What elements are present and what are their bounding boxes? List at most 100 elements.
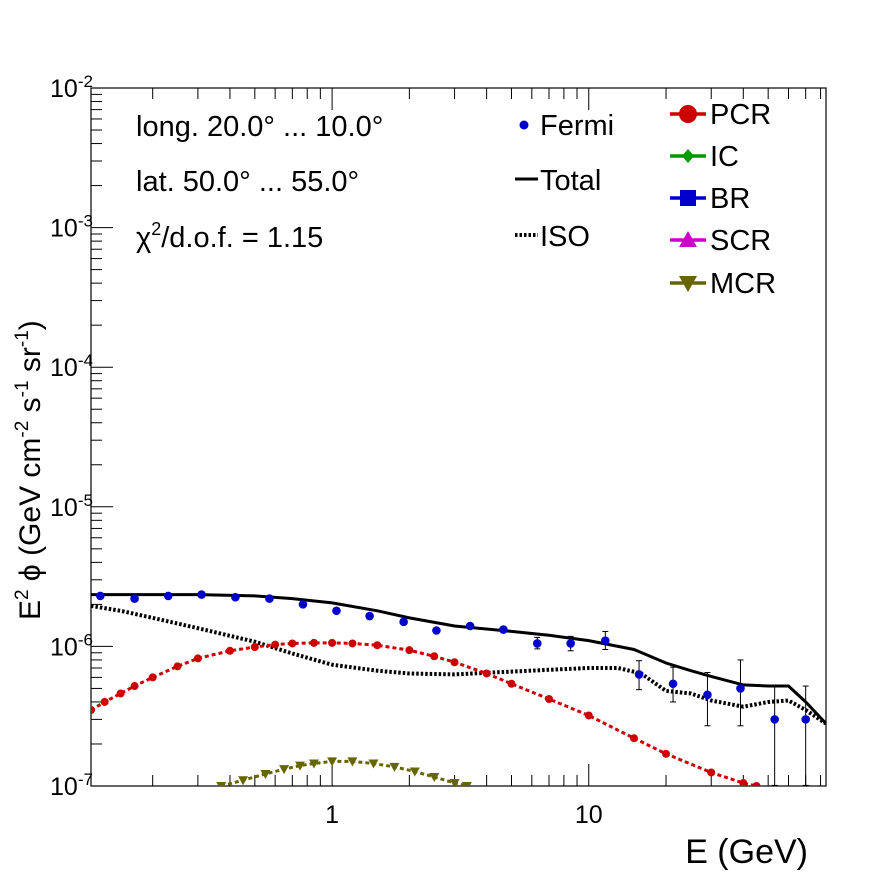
series-mcr-point <box>449 779 460 786</box>
legend-fermi-marker <box>519 120 529 130</box>
series-mcr-point <box>429 773 440 783</box>
fermi-point <box>298 600 308 609</box>
series-pcr-point <box>507 679 516 688</box>
series-pcr-point <box>707 768 716 777</box>
series-pcr-point <box>271 640 280 649</box>
series-pcr-point <box>250 643 259 652</box>
legend-br-label: BR <box>710 183 750 215</box>
series-pcr-point <box>629 734 638 743</box>
fermi-point <box>432 626 441 635</box>
series-pcr-point <box>752 782 761 786</box>
legend-right: PCR IC BR SCR MCR <box>670 99 776 300</box>
series-pcr-point <box>193 654 202 663</box>
legend-mcr-marker <box>679 276 697 292</box>
series-mcr-point <box>279 765 290 775</box>
y-axis-label: E2 ϕ (GeV cm-2 s-1 sr-1) <box>12 320 47 620</box>
series-pcr-point <box>130 682 139 691</box>
fermi-point <box>770 715 779 724</box>
legend-iso-label: ISO <box>540 221 590 253</box>
y-tick-label: 10-4 <box>50 351 93 382</box>
fermi-point <box>601 636 610 645</box>
series-iso-line <box>91 603 826 726</box>
series-mcr-point <box>461 782 472 786</box>
legend-ic-label: IC <box>710 141 739 173</box>
series-pcr-point <box>100 697 109 706</box>
fermi-point <box>332 606 341 616</box>
series-pcr-point <box>328 638 337 647</box>
fermi-point <box>365 611 374 621</box>
series-mcr-point <box>238 776 249 786</box>
series-pcr-point <box>482 669 491 678</box>
legend-scr-label: SCR <box>710 225 771 257</box>
series-mcr-point <box>308 759 319 769</box>
fermi-point <box>130 594 139 603</box>
x-tick-label: 10 <box>575 801 603 829</box>
annotation-longitude: long. 20.0° ... 10.0° <box>136 111 383 143</box>
series-mcr-point <box>409 767 420 777</box>
series-pcr-point <box>662 749 671 758</box>
fermi-point <box>499 625 508 634</box>
series-pcr-point <box>288 639 297 648</box>
legend-left: Fermi Total ISO <box>515 110 614 253</box>
fermi-point <box>566 639 575 648</box>
fermi-point <box>532 639 542 648</box>
series-pcr-point <box>148 673 157 682</box>
series-pcr-point <box>545 694 554 703</box>
legend-scr-marker <box>679 231 697 247</box>
series-mcr-point <box>295 761 306 771</box>
legend-ic-marker <box>682 149 694 163</box>
series-mcr-point <box>216 782 227 786</box>
legend-br-marker <box>680 190 696 206</box>
fermi-point <box>197 590 206 599</box>
annotation-latitude: lat. 50.0° ... 55.0° <box>136 166 359 198</box>
plot-frame <box>90 87 827 787</box>
fermi-point <box>801 715 810 724</box>
series-pcr-point <box>173 662 182 671</box>
series-pcr-point <box>116 689 125 698</box>
series-mcr-point <box>327 757 338 767</box>
fermi-point <box>399 617 408 627</box>
series-pcr-point <box>405 646 414 655</box>
y-tick-labels: 10-7 10-6 10-5 10-4 10-3 10-2 <box>50 72 93 801</box>
series-mcr-point <box>347 757 358 767</box>
series-pcr-point <box>348 639 357 648</box>
series-pcr-point <box>584 711 593 720</box>
series-pcr-point <box>739 779 748 786</box>
series-pcr-point <box>225 646 234 655</box>
x-tick-label: 1 <box>325 801 339 829</box>
legend-mcr-label: MCR <box>710 268 776 300</box>
fermi-point <box>668 679 678 689</box>
fermi-point <box>163 591 173 601</box>
y-tick-label: 10-3 <box>50 212 93 243</box>
series-pcr-point <box>450 658 459 667</box>
fermi-point <box>95 591 105 601</box>
fermi-point <box>465 621 475 631</box>
x-tick-labels: 1 10 <box>325 801 603 829</box>
series-mcr-point <box>368 759 379 769</box>
series-pcr-line <box>91 641 757 786</box>
fermi-point <box>736 684 745 693</box>
series-pcr-point <box>373 641 382 650</box>
fermi-point <box>634 670 644 679</box>
legend-total-label: Total <box>540 165 601 197</box>
y-tick-label: 10-6 <box>50 630 93 661</box>
fermi-point <box>265 594 274 603</box>
series-pcr-point <box>309 638 318 647</box>
y-tick-label: 10-5 <box>50 491 93 522</box>
series-pcr-point <box>430 652 439 661</box>
fermi-point <box>703 690 712 700</box>
legend-pcr-marker <box>679 105 697 123</box>
series-group <box>91 590 826 786</box>
axis-ticks <box>91 88 822 787</box>
legend-fermi-label: Fermi <box>540 110 614 142</box>
x-axis-label: E (GeV) <box>685 833 808 871</box>
series-mcr-point <box>260 769 271 779</box>
series-pcr-point <box>91 706 95 715</box>
legend-pcr-label: PCR <box>710 99 771 131</box>
series-mcr-point <box>389 762 400 772</box>
y-tick-label: 10-7 <box>50 770 93 801</box>
annotation-chi2: χ2/d.o.f. = 1.15 <box>136 219 323 254</box>
fermi-point <box>231 592 240 602</box>
plot-area <box>91 590 826 786</box>
